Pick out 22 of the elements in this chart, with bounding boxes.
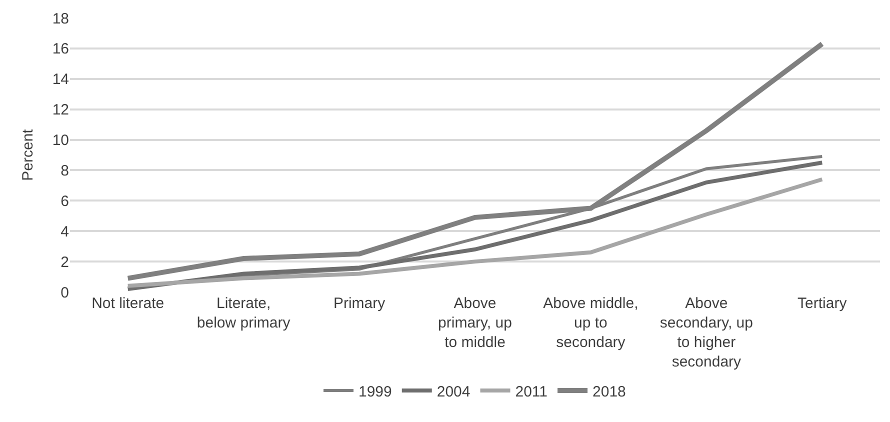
x-tick-label: Not literate [92,295,164,312]
x-tick-label: Above secondary, up to higher secondary [660,295,753,370]
y-axis-title: Percent [20,128,37,181]
y-tick-label: 8 [60,162,69,180]
x-tick-label: Tertiary [798,295,848,312]
y-tick-label: 18 [52,10,69,28]
x-tick-label: Above primary, up to middle [438,295,512,351]
y-tick-label: 4 [60,223,69,240]
y-tick-label: 0 [60,284,69,302]
x-tick-label: Literate, below primary [196,295,291,332]
y-tick-label: 12 [52,102,69,119]
x-tick-label: Above middle, up to secondary [543,295,638,351]
legend-label: 2004 [436,383,470,400]
y-tick-label: 6 [60,192,69,210]
y-tick-label: 10 [52,132,69,150]
legend-label: 2018 [592,383,626,400]
legend-label: 2011 [515,383,548,400]
y-tick-label: 14 [52,71,69,88]
legend-label: 1999 [358,383,392,400]
y-tick-label: 2 [60,254,69,271]
x-tick-label: Primary [333,295,386,312]
y-tick-label: 16 [52,40,69,58]
